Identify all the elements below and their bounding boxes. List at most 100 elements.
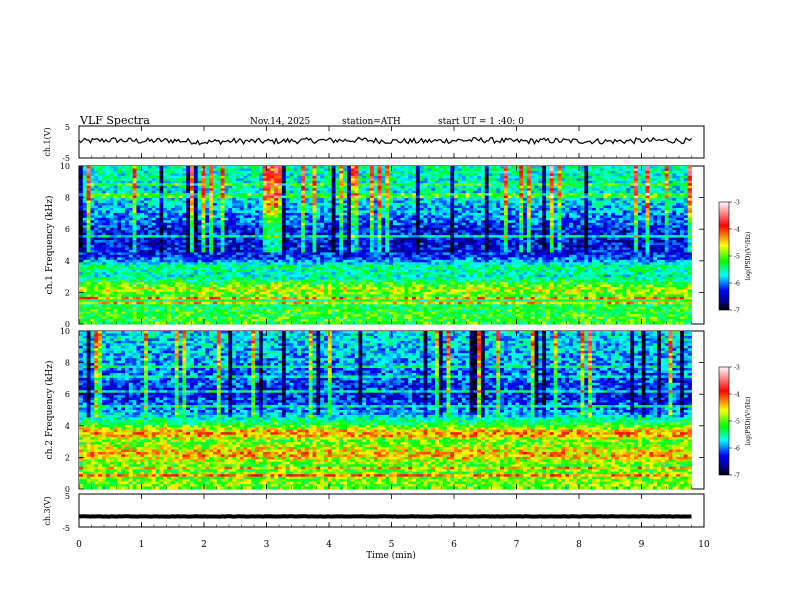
spectrogram-cell — [147, 210, 153, 214]
spectrogram-cell — [358, 227, 363, 231]
spectrogram-cell — [546, 183, 551, 187]
spectrogram-cell — [412, 207, 417, 211]
spectrogram-cell — [170, 203, 176, 206]
spectrogram-cell — [503, 237, 509, 241]
spectrogram-cell — [132, 173, 137, 177]
spectrogram-cell — [515, 198, 520, 201]
spectrogram-cell — [603, 240, 608, 243]
spectrogram-cell — [415, 210, 421, 214]
spectrogram-cell — [121, 188, 126, 192]
spectrogram-cell — [281, 207, 287, 211]
spectrogram-cell — [101, 217, 107, 221]
spectrogram-cell — [672, 235, 677, 238]
spectrogram-cell — [534, 180, 539, 184]
spectrogram-cell — [327, 180, 333, 184]
spectrogram-cell — [170, 210, 176, 214]
spectrogram-cell — [480, 188, 486, 192]
spectrogram-cell — [446, 195, 451, 199]
spectrogram-cell — [404, 190, 409, 194]
spectrogram-cell — [193, 215, 199, 219]
spectrogram-cell — [366, 212, 371, 216]
spectrogram-cell — [576, 170, 581, 174]
spectrogram-cell — [113, 235, 118, 238]
spectrogram-cell — [262, 175, 267, 179]
spectrogram-cell — [255, 170, 260, 174]
spectrogram-cell — [480, 193, 486, 197]
spectrogram-cell — [634, 230, 639, 234]
spectrogram-cell — [228, 198, 233, 201]
spectrogram-cell — [209, 185, 214, 189]
spectrogram-cell — [147, 217, 153, 221]
spectrogram-cell — [358, 190, 363, 194]
spectrogram-cell — [297, 188, 302, 192]
spectrogram-cell — [595, 217, 601, 221]
spectrogram-cell — [454, 188, 459, 192]
spectrogram-cell — [128, 225, 133, 229]
spectrogram-cell — [266, 188, 271, 192]
spectrogram-cell — [343, 215, 348, 219]
spectrogram-cell — [197, 185, 202, 189]
spectrogram-cell — [595, 207, 601, 211]
spectrogram-cell — [492, 232, 497, 236]
spectrogram-cell — [438, 175, 444, 179]
spectrogram-cell — [193, 222, 199, 226]
spectrogram-cell — [534, 198, 539, 201]
spectrogram-cell — [79, 205, 84, 209]
spectrogram-cell — [228, 210, 233, 214]
spectrogram-cell — [255, 185, 260, 189]
spectrogram-cell — [343, 203, 348, 206]
spectrogram-cell — [270, 232, 275, 236]
spectrogram-cell — [412, 198, 417, 201]
spectrogram-cell — [454, 222, 459, 226]
spectrogram-cell — [113, 237, 118, 241]
spectrogram-cell — [167, 190, 172, 194]
spectrogram-cell — [82, 180, 88, 184]
spectrogram-cell — [576, 195, 581, 199]
spectrogram-cell — [672, 227, 677, 231]
spectrogram-cell — [304, 183, 310, 187]
spectrogram-cell — [232, 225, 237, 229]
spectrogram-cell — [147, 193, 153, 197]
spectrogram-cell — [228, 237, 233, 241]
spectrogram-cell — [392, 175, 398, 179]
spectrogram-cell — [316, 190, 321, 194]
spectrogram-cell — [637, 198, 643, 201]
spectrogram-cell — [614, 215, 620, 219]
spectrogram-cell — [82, 235, 88, 238]
spectrogram-cell — [354, 188, 359, 192]
spectrogram-cell — [274, 188, 279, 192]
spectrogram-cell — [224, 237, 229, 241]
spectrogram-cell — [327, 173, 333, 177]
spectrogram-cell — [212, 235, 218, 238]
spectrogram-cell — [595, 198, 601, 201]
spectrogram-cell — [622, 222, 627, 226]
spectrogram-cell — [331, 203, 336, 206]
spectrogram-cell — [79, 178, 84, 182]
spectrogram-cell — [182, 193, 187, 197]
spectrogram-cell — [480, 170, 486, 174]
spectrogram-cell — [381, 230, 386, 234]
spectrogram-cell — [645, 178, 650, 182]
spectrogram-cell — [653, 195, 658, 199]
spectrogram-cell — [98, 220, 103, 224]
spectrogram-cell — [243, 217, 248, 221]
spectrogram-cell — [281, 170, 287, 174]
spectrogram-cell — [526, 180, 532, 184]
spectrogram-cell — [519, 203, 524, 206]
spectrogram-cell — [163, 175, 168, 179]
spectrogram-cell — [641, 240, 646, 243]
spectrogram-cell — [320, 188, 325, 192]
spectrogram-cell — [369, 232, 375, 236]
spectrogram-cell — [373, 235, 378, 238]
spectrogram-cell — [660, 173, 666, 177]
spectrogram-cell — [178, 207, 183, 211]
spectrogram-cell — [266, 207, 271, 211]
spectrogram-cell — [216, 175, 222, 179]
spectrogram-cell — [389, 225, 394, 229]
spectrogram-cell — [350, 230, 356, 234]
spectrogram-cell — [228, 217, 233, 221]
spectrogram-cell — [212, 222, 218, 226]
spectrogram-cell — [530, 193, 535, 197]
spectrogram-cell — [507, 185, 512, 189]
spectrogram-cell — [530, 195, 535, 199]
